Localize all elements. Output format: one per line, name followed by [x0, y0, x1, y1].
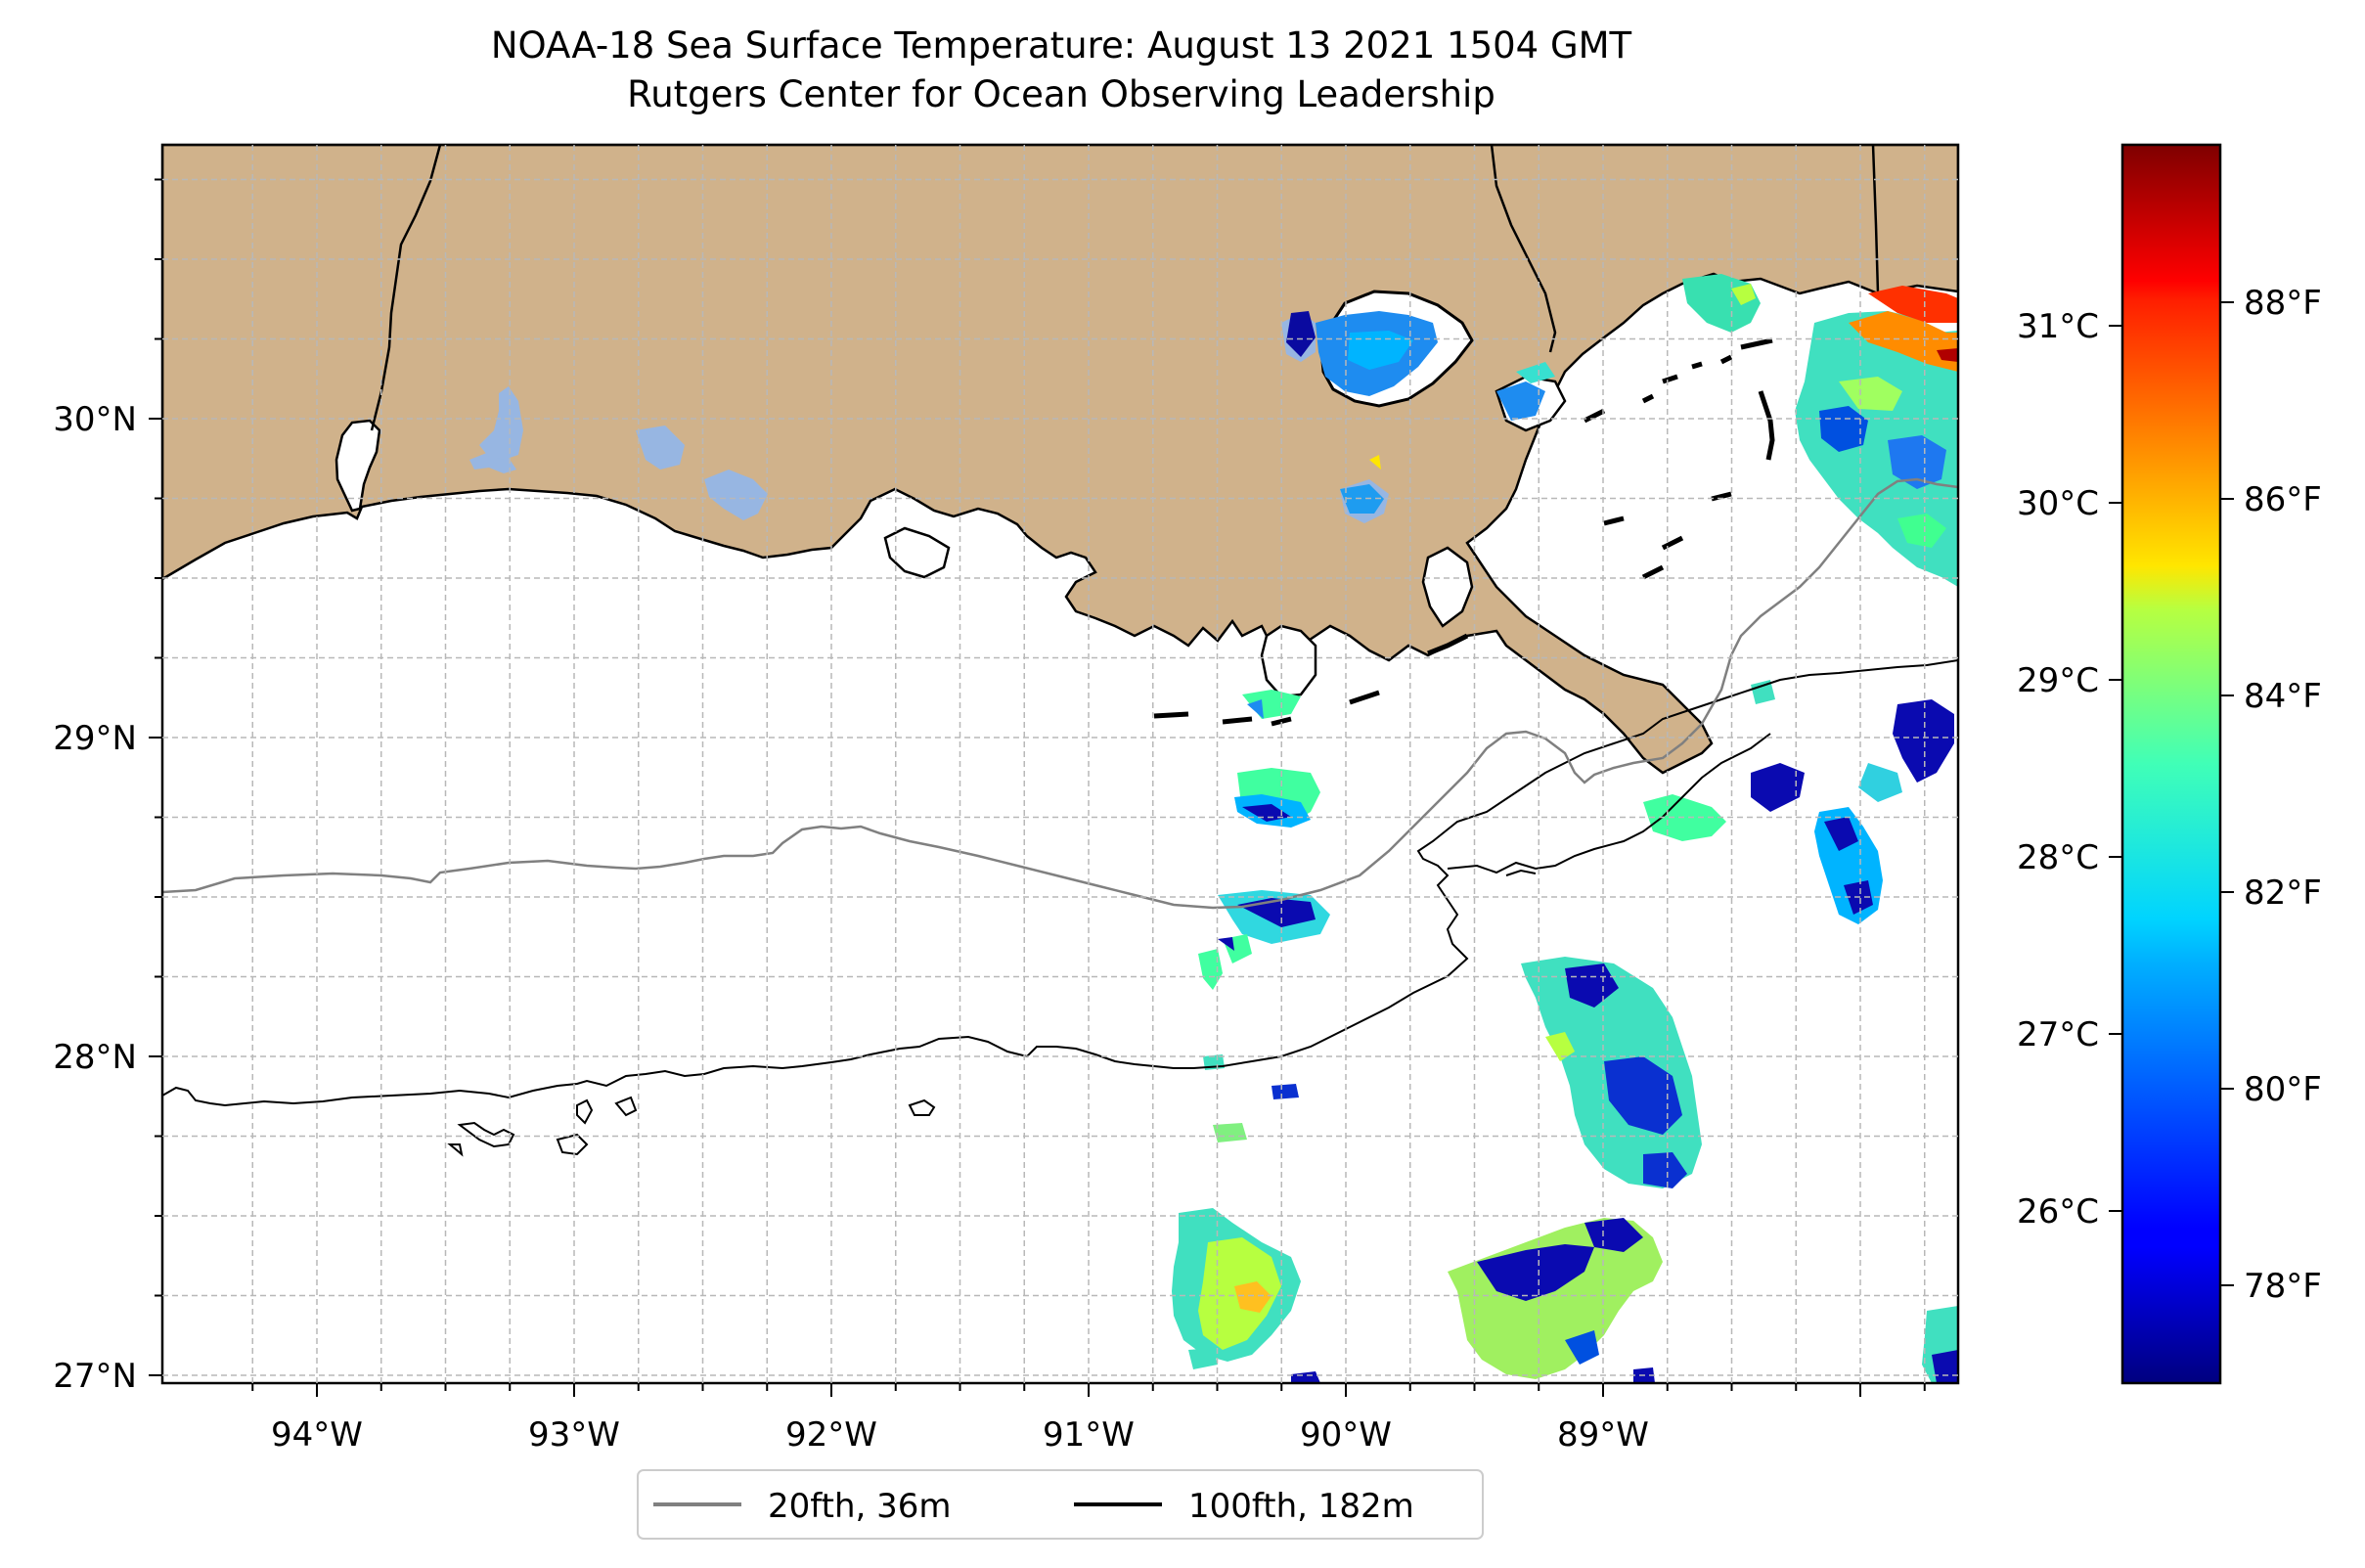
colorbar-f-label: 78°F	[2244, 1267, 2322, 1306]
lat-tick-label: 30°N	[53, 400, 137, 439]
offshore-coast-features	[162, 659, 1958, 1157]
colorbar-f-label: 80°F	[2244, 1070, 2322, 1109]
colorbar-c-label: 29°C	[2017, 661, 2099, 700]
colorbar-c-label: 28°C	[2017, 838, 2099, 877]
bay-barataria	[1421, 546, 1474, 628]
state-border-al	[1871, 145, 1880, 294]
colorbar-c-label: 31°C	[2017, 307, 2099, 346]
colorbar-c-label: 30°C	[2017, 484, 2099, 523]
lat-tick-label: 29°N	[53, 719, 137, 758]
lake-calcasieu	[335, 419, 381, 513]
colorbar-c-label: 26°C	[2017, 1192, 2099, 1232]
lon-tick-label: 89°W	[1557, 1415, 1649, 1455]
colorbar-f-label: 88°F	[2244, 284, 2322, 323]
state-border-ms	[1490, 145, 1557, 353]
map-gridlines	[162, 145, 1958, 1383]
legend-label-20fth: 20fth, 36m	[768, 1487, 952, 1526]
coastline-dashes	[1153, 337, 1775, 727]
lon-tick-label: 92°W	[785, 1415, 877, 1455]
legend: 20fth, 36m 100fth, 182m	[637, 1469, 1484, 1540]
lake-area-2	[636, 426, 685, 470]
colorbar-c-label: 27°C	[2017, 1015, 2099, 1054]
map-panel	[162, 145, 1958, 1383]
chart-subtitle: Rutgers Center for Ocean Observing Leade…	[627, 73, 1495, 115]
colorbar-f-label: 86°F	[2244, 480, 2322, 519]
lon-tick-label: 90°W	[1300, 1415, 1392, 1455]
lat-tick-label: 27°N	[53, 1357, 137, 1396]
colorbar-f-label: 82°F	[2244, 874, 2322, 913]
lon-tick-label: 91°W	[1043, 1415, 1135, 1455]
legend-label-100fth: 100fth, 182m	[1188, 1487, 1414, 1526]
colorbar-f-label: 84°F	[2244, 677, 2322, 716]
colorbar-frame	[2120, 143, 2222, 1385]
lon-tick-label: 93°W	[528, 1415, 620, 1455]
legend-box	[637, 1469, 1484, 1540]
bay-vermilion	[883, 526, 951, 579]
lon-tick-label: 94°W	[271, 1415, 363, 1455]
colorbar	[2122, 145, 2220, 1383]
lake-grand	[479, 386, 523, 460]
lat-tick-label: 28°N	[53, 1038, 137, 1077]
lake-area-3	[704, 470, 768, 520]
border-tx-la	[370, 145, 442, 431]
map-ticks: 94°W 93°W 92°W 91°W 90°W 89°W 30°N 29°N 28°N 27°N	[53, 178, 1926, 1455]
map-frame	[160, 143, 1960, 1385]
terrebonne-bay	[1260, 624, 1317, 698]
colorbar-ticks: 31°C 30°C 29°C 28°C 27°C 26°C 88°F 86°F 84°F 82°F…	[2017, 284, 2322, 1306]
chart-titles: NOAA-18 Sea Surface Temperature: August …	[156, 22, 1966, 119]
chart-title: NOAA-18 Sea Surface Temperature: August …	[490, 24, 1632, 67]
sst-data-patches	[1172, 274, 1958, 1383]
